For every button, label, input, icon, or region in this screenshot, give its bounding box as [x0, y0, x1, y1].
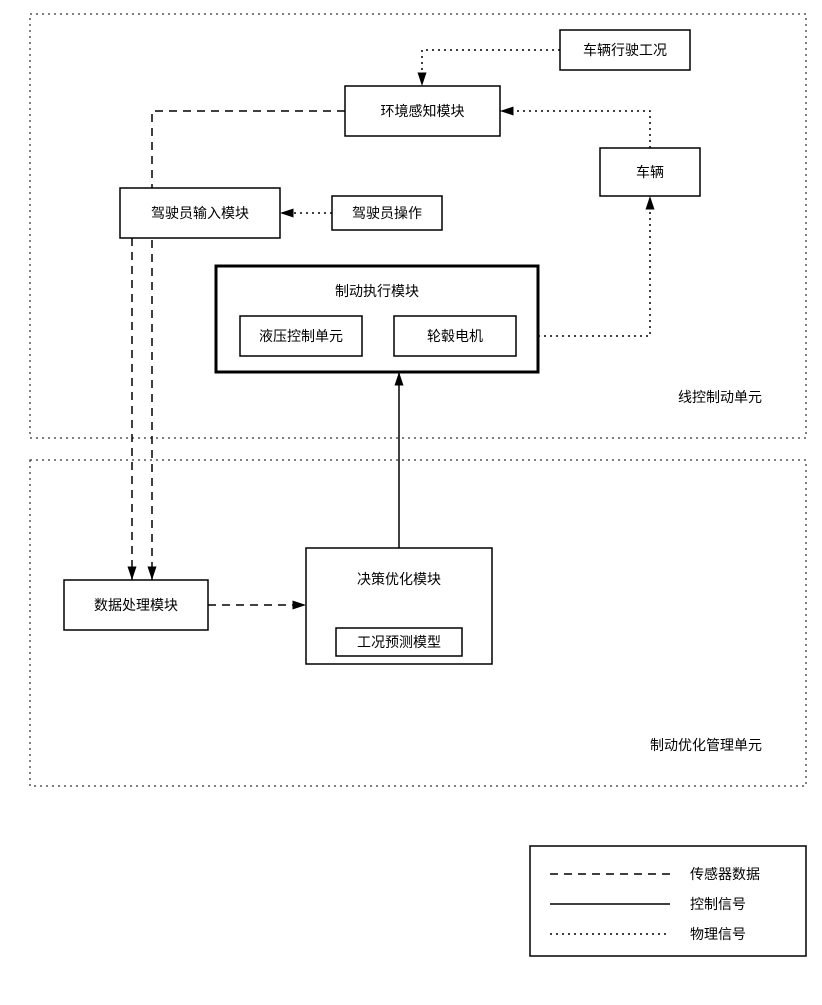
- node-label-brake_exec: 制动执行模块: [335, 283, 419, 299]
- system-diagram: 线控制动单元制动优化管理单元 车辆行驶工况环境感知模块车辆驾驶员输入模块 驾驶员操作…: [0, 0, 822, 1000]
- node-label-data_proc: 数据处理模块: [94, 597, 178, 613]
- legend-label-dashed: 传感器数据: [690, 866, 760, 882]
- container-label-upper: 线控制动单元: [678, 389, 762, 405]
- node-label-vehicle: 车辆: [636, 164, 664, 180]
- node-label-conditions: 车辆行驶工况: [583, 42, 667, 58]
- edge-brake_exec-vehicle: [538, 196, 650, 336]
- node-label-driver_input: 驾驶员输入模块: [151, 205, 249, 221]
- node-label-hydraulic: 液压控制单元: [259, 328, 343, 344]
- node-label-hubmotor: 轮毂电机: [427, 328, 483, 344]
- legend-label-solid: 控制信号: [690, 896, 746, 912]
- legend-box: [530, 846, 806, 956]
- node-label-decision: 决策优化模块: [357, 571, 441, 587]
- node-label-driver_op: 驾驶员操作: [352, 205, 422, 221]
- edge-conditions-env: [422, 50, 560, 86]
- legend-label-dotted: 物理信号: [690, 926, 746, 942]
- edge-vehicle-env: [500, 111, 650, 148]
- node-label-env: 环境感知模块: [381, 103, 465, 119]
- node-label-predict: 工况预测模型: [357, 634, 441, 650]
- container-label-lower: 制动优化管理单元: [650, 737, 762, 753]
